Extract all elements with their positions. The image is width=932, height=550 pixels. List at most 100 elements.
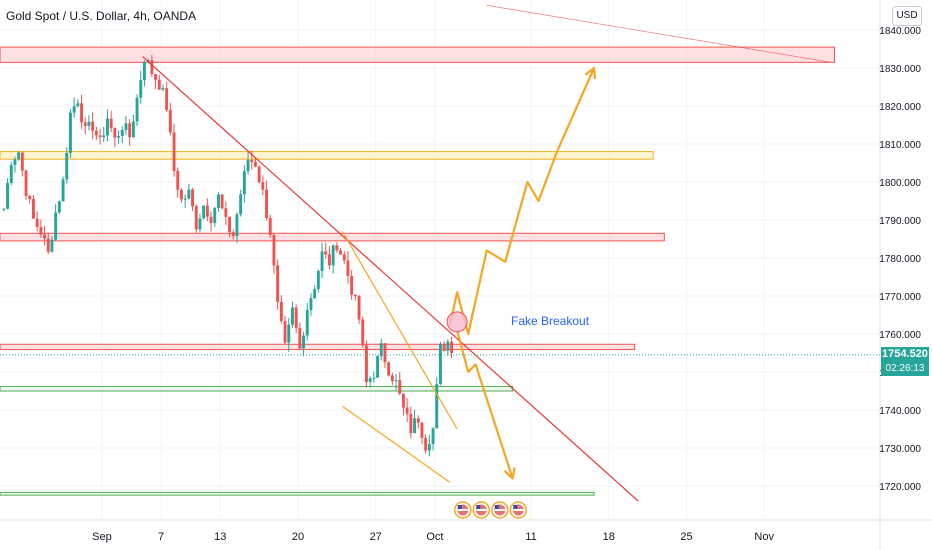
candle [268,217,272,235]
level-zone-resistance [0,343,636,351]
trendline-channel-top [341,231,458,430]
x-tick-label: Sep [92,531,112,543]
candle [157,79,161,90]
currency-button[interactable]: USD [892,6,922,26]
candle [294,307,298,329]
candle [305,310,309,336]
candle [57,201,61,213]
candle [94,130,98,136]
level-zone-support [0,491,595,496]
candle [187,189,191,199]
candle [39,227,43,235]
candle [168,109,172,133]
x-tick-label: Nov [754,531,774,543]
x-tick-label: 25 [680,531,692,543]
candle [272,234,276,266]
x-tick-label: 20 [292,531,304,543]
candle [353,294,357,297]
candle [365,345,368,383]
candle [109,118,113,129]
candle [80,103,83,123]
candle [242,171,246,195]
candle [135,97,139,122]
candle [83,122,87,126]
trendline-channel-bottom [342,405,451,483]
y-tick-label: 1810.000 [879,140,921,151]
candle [117,135,120,138]
candle [291,307,294,325]
candle [54,212,58,240]
candle [313,288,317,299]
x-tick-label: 27 [370,531,382,543]
candle [213,208,217,224]
event-flag-stripe [494,509,505,511]
candle [424,437,428,451]
candle [209,216,213,224]
candle [302,335,305,349]
candle [46,238,50,252]
candle [202,205,206,219]
candle [394,380,398,382]
event-flag-canton [476,505,481,509]
y-tick-label: 1760.000 [879,330,921,341]
candle [9,165,13,183]
candle [431,428,435,444]
candle [98,135,102,138]
candle [28,196,32,200]
candle [102,135,106,138]
candle [379,343,383,357]
candle [24,170,28,197]
candle [398,380,402,394]
candle [427,443,431,451]
y-tick-label: 1790.000 [879,216,921,227]
candle [320,251,324,272]
candle [335,245,339,251]
y-tick-label: 1830.000 [879,64,921,75]
candle [276,265,280,302]
candle [446,341,450,351]
candle [387,362,391,376]
candle [172,132,176,172]
candle [87,121,91,126]
event-flag-canton [457,505,462,509]
y-tick-label: 1820.000 [879,102,921,113]
projection-path-bearish [456,329,514,479]
y-tick-label: 1780.000 [879,254,921,265]
candle [143,61,146,81]
projection-arrowhead-bullish [584,66,597,80]
event-flag-canton [513,505,518,509]
fake-breakout-marker [446,311,468,333]
fake-breakout-label: Fake Breakout [511,314,590,328]
bar-countdown: 02:26:13 [881,362,929,376]
candle [361,319,365,346]
candle [32,199,35,219]
candle [450,341,453,353]
candle [246,159,250,172]
x-tick-label: 7 [158,531,164,543]
candle [217,194,220,209]
level-zone-resistance [0,46,835,63]
chart-title: Gold Spot / U.S. Dollar, 4h, OANDA [6,9,197,23]
candle [265,189,268,218]
level-zone-resistance [0,232,665,242]
candle [420,422,424,438]
candle [180,189,183,200]
candle [261,182,265,190]
candle [257,166,261,183]
x-tick-label: 18 [603,531,615,543]
candle [72,106,76,113]
candle [113,128,117,138]
y-tick-label: 1840.000 [879,26,921,37]
candle [194,206,198,230]
projection-arrowhead-bearish [503,467,516,480]
candle [309,298,313,311]
candle [339,250,342,255]
candle [279,301,283,322]
candle [376,356,379,378]
candle [224,208,228,217]
candle [254,162,257,167]
y-tick-label: 1730.000 [879,444,921,455]
candle [154,74,157,80]
